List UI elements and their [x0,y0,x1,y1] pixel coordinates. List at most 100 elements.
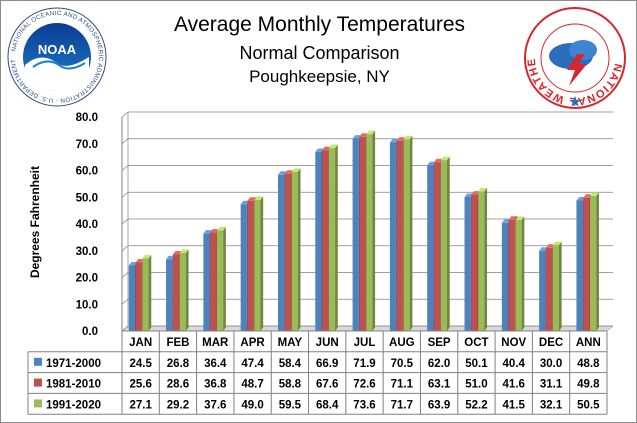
bar-top [515,216,525,220]
bar [277,174,285,331]
x-tick-label: AUG [389,337,415,349]
noaa-logo-text: NOAA [38,42,77,57]
bar-side [447,156,450,331]
bar [179,252,186,331]
bar-side [223,226,226,331]
data-label: 66.9 [316,358,338,370]
x-tick-label: OCT [464,337,488,349]
bar-side [596,192,599,331]
y-tick-label: 10.0 [76,299,98,311]
bar-top [315,148,325,153]
data-label: 71.7 [391,399,413,411]
bar-top [322,146,331,151]
bar-top [396,137,406,141]
bar [427,165,434,331]
bar [366,134,373,331]
bar [434,162,441,331]
gridline-depth [121,325,129,332]
legend-label: 1991-2020 [46,399,101,411]
bar-top [366,130,376,135]
bar-top [291,168,301,172]
bar [515,219,522,331]
bar-top [427,161,437,166]
data-label: 48.8 [577,358,600,370]
y-tick-label: 60.0 [76,166,98,178]
x-tick-label: JUL [354,337,376,349]
data-label: 73.6 [353,399,375,411]
data-label: 28.6 [167,379,189,391]
legend-label: 1971-2000 [46,358,101,370]
gridline-depth [121,298,129,305]
x-tick-label: ANN [576,337,601,349]
bar-top [583,194,593,198]
bar [552,245,559,331]
bar-top [247,197,257,201]
data-label: 25.6 [129,379,151,391]
data-label: 26.8 [167,358,190,370]
x-tick-label: MAR [202,337,229,349]
bar [583,197,590,331]
x-tick-label: JUN [316,337,339,349]
bar-top [172,250,182,255]
bar [240,204,247,331]
bar [166,259,173,331]
data-label: 71.9 [353,358,375,370]
x-tick-label: NOV [501,337,526,349]
bar-top [590,192,599,196]
data-label: 63.1 [428,379,451,391]
nws-logo: NATIONAL WEATHER SERVICE [521,4,626,109]
x-tick-label: MAY [278,337,303,349]
bar-top [352,135,362,139]
data-label: 37.6 [204,399,226,411]
bar-top [576,196,586,201]
data-label: 50.5 [577,399,600,411]
data-label: 27.1 [129,399,152,411]
bar-top [434,158,443,163]
data-label: 67.6 [316,379,338,391]
bar [216,230,224,331]
data-label: 58.8 [279,379,302,391]
data-label: 24.5 [129,358,152,370]
bar [172,254,180,331]
y-tick-label: 20.0 [76,273,98,285]
y-tick-label: 30.0 [76,246,98,258]
gridline-depth [121,165,129,171]
bar-top [539,247,549,251]
bar-top [284,170,294,174]
y-tick-label: 0.0 [82,326,98,338]
bar [128,265,135,331]
bar-side [558,241,562,331]
bar-top [179,249,189,253]
bar-top [464,193,474,197]
bar-side [148,255,152,331]
data-label: 72.6 [353,379,375,391]
bar [284,173,291,331]
bar [590,195,597,331]
bar [322,150,329,331]
data-label: 36.4 [204,358,227,370]
bar-top [210,229,220,233]
bar-top [501,219,511,223]
bar-top [359,133,369,137]
bar [478,191,485,331]
bar [508,219,515,331]
data-label: 49.8 [577,379,600,391]
bar-top [240,200,250,205]
chart-location: Poughkeepsie, NY [249,67,390,86]
bar-top [440,156,450,161]
bar [471,194,478,331]
bar [203,233,210,331]
y-tick-label: 50.0 [76,192,98,204]
bar [315,152,322,331]
legend-swatch [34,399,42,408]
data-label: 48.7 [241,379,263,391]
bar [389,142,397,331]
bar-side [297,168,301,331]
bar [359,136,366,331]
bar [576,200,583,331]
bar-side [484,187,488,331]
data-label: 30.0 [540,358,562,370]
data-label: 58.4 [279,358,302,370]
data-label: 62.0 [428,358,450,370]
data-label: 29.2 [167,399,189,411]
